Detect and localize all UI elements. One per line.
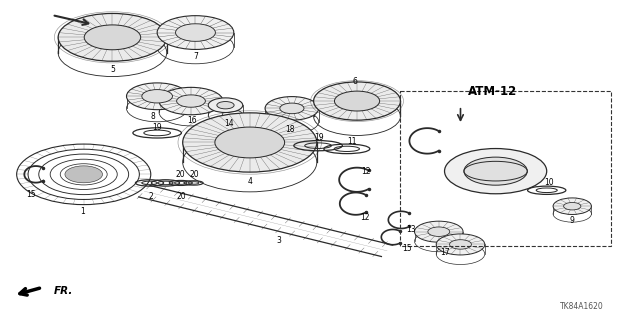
Ellipse shape	[58, 13, 167, 61]
Text: 16: 16	[188, 116, 197, 125]
Text: FR.: FR.	[54, 286, 73, 296]
Text: 10: 10	[544, 178, 554, 187]
Ellipse shape	[159, 87, 223, 115]
Ellipse shape	[175, 24, 216, 41]
Text: 6: 6	[353, 77, 358, 86]
Text: 20: 20	[189, 170, 199, 179]
Ellipse shape	[84, 25, 141, 50]
Ellipse shape	[564, 203, 581, 210]
Ellipse shape	[280, 103, 304, 114]
Text: 19: 19	[152, 123, 162, 132]
Text: 1: 1	[80, 207, 85, 216]
Ellipse shape	[445, 148, 547, 194]
Ellipse shape	[217, 101, 234, 109]
Text: 15: 15	[403, 244, 412, 253]
Ellipse shape	[314, 82, 401, 120]
Text: 12: 12	[361, 167, 371, 176]
Text: 2: 2	[148, 192, 153, 201]
Ellipse shape	[182, 113, 317, 172]
Text: 13: 13	[406, 225, 416, 234]
Text: 19: 19	[314, 132, 324, 141]
Ellipse shape	[142, 90, 173, 103]
Text: 17: 17	[440, 248, 449, 257]
Bar	[400, 92, 611, 246]
Text: 20: 20	[177, 191, 186, 201]
Text: ATM-12: ATM-12	[468, 85, 517, 98]
Ellipse shape	[127, 83, 188, 110]
Ellipse shape	[215, 127, 285, 158]
Text: 14: 14	[225, 119, 234, 128]
Text: 12: 12	[360, 213, 369, 222]
Ellipse shape	[415, 221, 463, 242]
Ellipse shape	[428, 227, 450, 236]
Ellipse shape	[157, 16, 234, 50]
Ellipse shape	[449, 240, 472, 249]
Text: 15: 15	[26, 190, 36, 199]
Ellipse shape	[436, 234, 484, 255]
Text: 20: 20	[176, 170, 186, 179]
Text: TK84A1620: TK84A1620	[561, 302, 604, 311]
Text: 11: 11	[347, 137, 356, 146]
Ellipse shape	[265, 97, 319, 120]
Text: 7: 7	[193, 52, 198, 61]
Text: 8: 8	[150, 113, 155, 122]
Text: 5: 5	[110, 65, 115, 74]
Text: 9: 9	[570, 216, 575, 225]
Ellipse shape	[464, 157, 527, 185]
Text: 4: 4	[247, 177, 252, 186]
Ellipse shape	[335, 91, 380, 111]
Ellipse shape	[553, 198, 591, 214]
Ellipse shape	[65, 166, 102, 183]
Text: 18: 18	[285, 124, 295, 133]
Ellipse shape	[208, 98, 243, 113]
Ellipse shape	[177, 95, 205, 107]
Text: 3: 3	[276, 236, 281, 245]
